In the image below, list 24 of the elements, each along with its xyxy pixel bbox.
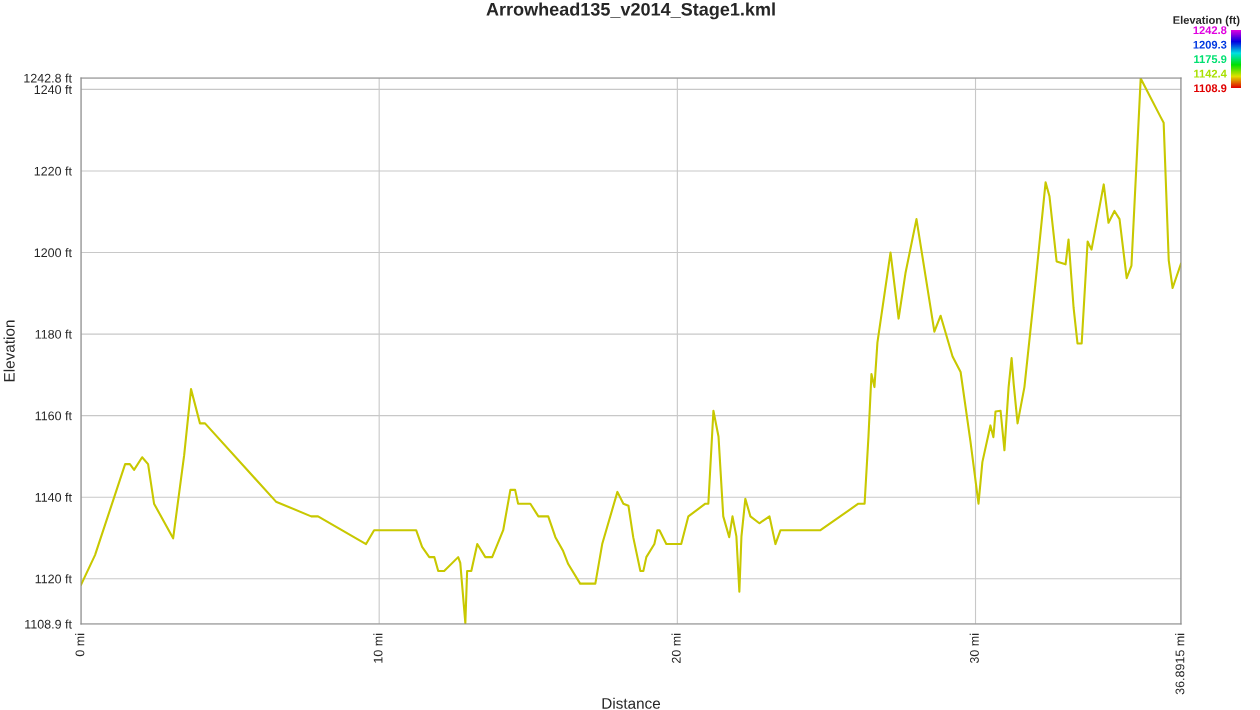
line-series [81, 78, 1181, 624]
y-axis-title: Elevation [3, 320, 15, 382]
y-tick-label: 1160 ft [35, 411, 72, 421]
y-tick-label: 1240 ft [34, 84, 72, 95]
x-tick-label: 30 mi [969, 633, 979, 664]
x-axis-title: Distance [602, 697, 661, 709]
color-bar-label: 1142.4 [1194, 69, 1227, 78]
color-bar-label: 1242.8 [1193, 26, 1227, 35]
y-tick-label: 1180 ft [35, 329, 72, 339]
color-bar-label: 1209.3 [1193, 40, 1227, 49]
y-tick-label: 1242.8 ft [24, 73, 72, 83]
y-tick-label: 1200 ft [34, 248, 72, 258]
y-tick-label: 1220 ft [34, 166, 72, 176]
x-tick-label: 10 mi [373, 633, 383, 663]
x-tick-label: 36.8915 mi [1175, 633, 1185, 695]
x-tick-label: 0 mi [75, 633, 85, 657]
color-bar-title: Elevation (ft) [1173, 15, 1240, 27]
y-tick-label: 1108.9 ft [25, 619, 72, 629]
y-tick-label: 1120 ft [35, 574, 72, 584]
chart-title: Arrowhead135_v2014_Stage1.kml [486, 2, 775, 20]
color-bar-label: 1108.9 [1194, 84, 1227, 93]
y-tick-label: 1140 ft [35, 492, 72, 502]
color-bar-label: 1175.9 [1194, 55, 1227, 64]
x-tick-label: 20 mi [671, 633, 681, 663]
